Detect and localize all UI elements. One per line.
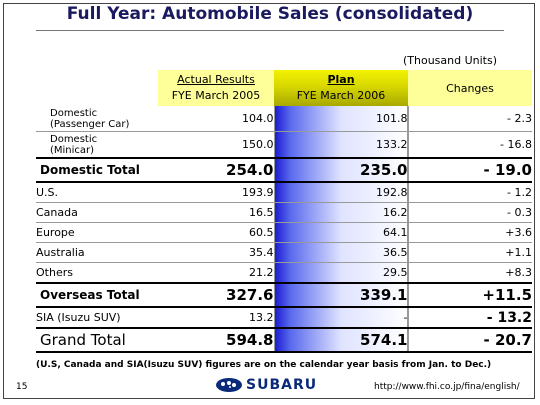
row-label: Domestic (Minicar) (36, 131, 158, 159)
row-label-line1: Domestic (50, 133, 98, 145)
actual-value: 60.5 (158, 222, 275, 243)
subaru-logo: SUBARU (216, 377, 317, 393)
change-value: +8.3 (408, 262, 532, 284)
plan-value: - (274, 307, 409, 329)
plan-value: 36.5 (274, 242, 409, 263)
change-value: - 20.7 (408, 327, 532, 353)
row-label-line2: (Passenger Car) (50, 118, 130, 130)
change-value: - 16.8 (408, 131, 532, 159)
page-number: 15 (16, 382, 28, 392)
actual-value: 21.2 (158, 262, 275, 284)
table-row-total: Domestic Total 254.0 235.0 - 19.0 (36, 157, 532, 183)
header-actual-title: Actual Results (177, 73, 255, 86)
row-label-line1: Domestic (50, 107, 98, 119)
header-plan-period: FYE March 2006 (296, 89, 386, 102)
row-label: Domestic (Passenger Car) (36, 106, 158, 132)
pleiades-icon (216, 378, 242, 392)
change-value: - 19.0 (408, 157, 532, 183)
plan-value: 101.8 (274, 106, 409, 132)
actual-value: 193.9 (158, 182, 275, 203)
brand-name: SUBARU (246, 377, 318, 393)
table-row: Domestic (Passenger Car) 104.0 101.8 - 2… (36, 106, 532, 132)
actual-value: 104.0 (158, 106, 275, 132)
table-row: Domestic (Minicar) 150.0 133.2 - 16.8 (36, 131, 532, 159)
actual-value: 327.6 (158, 282, 275, 308)
header-changes: Changes (408, 70, 532, 106)
change-value: - 13.2 (408, 307, 532, 329)
table-row: Europe 60.5 64.1 +3.6 (36, 222, 532, 243)
actual-value: 150.0 (158, 131, 275, 159)
plan-value: 29.5 (274, 262, 409, 284)
change-value: - 2.3 (408, 106, 532, 132)
website-url: http://www.fhi.co.jp/fina/english/ (374, 382, 520, 392)
actual-value: 594.8 (158, 327, 275, 353)
plan-value: 574.1 (274, 327, 409, 353)
slide-title: Full Year: Automobile Sales (consolidate… (66, 4, 474, 24)
table-row: Canada 16.5 16.2 - 0.3 (36, 202, 532, 223)
header-actual-period: FYE March 2005 (171, 89, 261, 102)
row-label: Canada (36, 202, 158, 223)
table-row-grand-total: Grand Total 594.8 574.1 - 20.7 (36, 327, 532, 353)
footnote: (U.S, Canada and SIA(Isuzu SUV) figures … (36, 360, 492, 370)
row-label: Australia (36, 242, 158, 263)
table-row: Australia 35.4 36.5 +1.1 (36, 242, 532, 263)
header-plan-title: Plan (327, 73, 355, 86)
row-label: SIA (Isuzu SUV) (36, 307, 158, 329)
plan-value: 133.2 (274, 131, 409, 159)
plan-value: 339.1 (274, 282, 409, 308)
slide-frame (3, 3, 535, 399)
row-label-line2: (Minicar) (50, 144, 95, 156)
plan-value: 64.1 (274, 222, 409, 243)
actual-value: 254.0 (158, 157, 275, 183)
actual-value: 13.2 (158, 307, 275, 329)
table-row: U.S. 193.9 192.8 - 1.2 (36, 182, 532, 203)
change-value: - 1.2 (408, 182, 532, 203)
plan-value: 192.8 (274, 182, 409, 203)
row-label: Europe (36, 222, 158, 243)
row-label: Others (36, 262, 158, 284)
row-label: U.S. (36, 182, 158, 203)
actual-value: 16.5 (158, 202, 275, 223)
plan-value: 16.2 (274, 202, 409, 223)
row-label: Overseas Total (36, 282, 158, 308)
table-row: SIA (Isuzu SUV) 13.2 - - 13.2 (36, 307, 532, 329)
title-divider (36, 30, 504, 31)
change-value: +11.5 (408, 282, 532, 308)
header-blank-cell (36, 70, 158, 106)
row-label: Grand Total (36, 327, 158, 353)
header-plan: Plan FYE March 2006 (274, 70, 408, 106)
actual-value: 35.4 (158, 242, 275, 263)
table-row-total: Overseas Total 327.6 339.1 +11.5 (36, 282, 532, 308)
units-note: (Thousand Units) (402, 54, 498, 67)
change-value: - 0.3 (408, 202, 532, 223)
row-label: Domestic Total (36, 157, 158, 183)
header-actual: Actual Results FYE March 2005 (158, 70, 274, 106)
plan-value: 235.0 (274, 157, 409, 183)
table-header-row: Actual Results FYE March 2005 Plan FYE M… (36, 70, 532, 106)
sales-table: Actual Results FYE March 2005 Plan FYE M… (36, 70, 532, 353)
change-value: +3.6 (408, 222, 532, 243)
change-value: +1.1 (408, 242, 532, 263)
table-row: Others 21.2 29.5 +8.3 (36, 262, 532, 284)
